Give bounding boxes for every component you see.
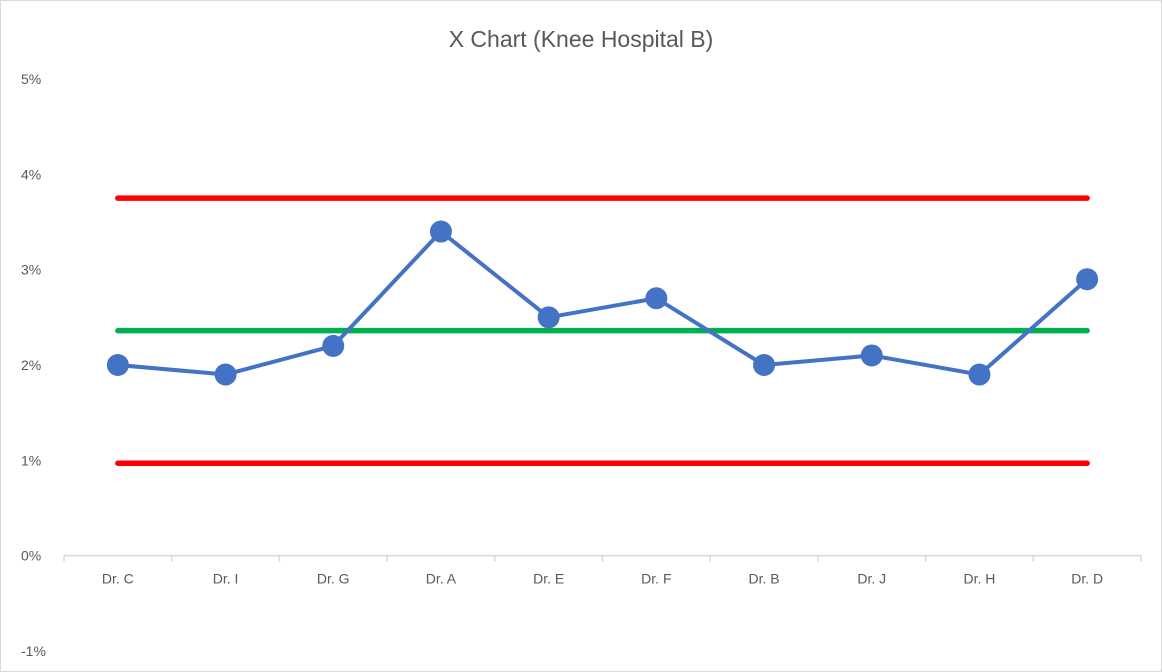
data-point <box>753 354 776 376</box>
x-tick-label: Dr. E <box>533 571 564 587</box>
x-tick-label: Dr. H <box>964 571 996 587</box>
x-axis: Dr. C Dr. I Dr. G Dr. A Dr. E Dr. F Dr. B Dr. J… <box>63 554 1142 587</box>
x-tick-label: Dr. F <box>641 571 671 587</box>
y-tick-label: 0% <box>21 548 41 564</box>
data-series <box>106 220 1099 386</box>
data-point <box>645 287 668 310</box>
control-limit-lines <box>115 195 1090 466</box>
x-tick-label: Dr. J <box>857 571 886 587</box>
chart-title: X Chart (Knee Hospital B) <box>449 26 714 52</box>
y-tick-label: 3% <box>21 262 41 278</box>
x-tick-label: Dr. B <box>748 571 779 587</box>
y-tick-label: 1% <box>21 452 41 468</box>
y-axis-ticks: 5% 4% 3% 2% 1% 0% -1% <box>21 71 46 659</box>
x-tick-label: Dr. G <box>317 571 350 587</box>
y-tick-label: -1% <box>21 643 46 659</box>
data-point <box>968 363 991 386</box>
x-tick-label: Dr. A <box>426 571 457 587</box>
series-line <box>117 229 1089 377</box>
x-tick-label: Dr. C <box>102 571 134 587</box>
data-point <box>322 334 345 357</box>
data-point <box>429 220 452 243</box>
data-point <box>1076 268 1099 291</box>
data-point <box>537 306 560 329</box>
y-tick-label: 4% <box>21 166 41 182</box>
data-point <box>106 354 129 376</box>
x-tick-label: Dr. D <box>1071 571 1103 587</box>
data-point <box>214 363 237 386</box>
data-point <box>860 344 883 367</box>
y-tick-label: 2% <box>21 357 41 373</box>
y-tick-label: 5% <box>21 71 41 87</box>
x-tick-label: Dr. I <box>213 571 239 587</box>
